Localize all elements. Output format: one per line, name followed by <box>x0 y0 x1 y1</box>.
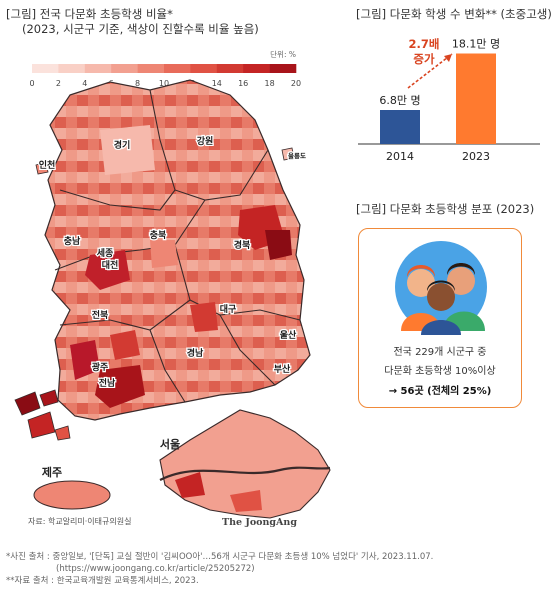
legend-swatch <box>269 64 297 73</box>
distribution-text-line-3: → 56곳 (전체의 25%) <box>388 386 492 397</box>
legend-unit-label: 단위: % <box>270 49 296 59</box>
legend-swatch <box>216 64 244 73</box>
choropleth-map: 02468101214161820단위: % <box>14 49 331 528</box>
legend-tick-label: 14 <box>212 79 222 88</box>
bar-figure-title: [그림] 다문화 학생 수 변화** (초중고생) <box>356 7 551 21</box>
growth-annotation-line2: 증가 <box>413 52 435 66</box>
map-source-label: 자료: 학교알리미·이태규의원실 <box>28 516 131 526</box>
legend-swatch <box>32 64 59 73</box>
region-label: 경기 <box>114 139 131 151</box>
region-label: 충남 <box>64 235 81 247</box>
distribution-text-line-1: 전국 229개 시군구 중 <box>393 347 487 358</box>
legend-swatch <box>164 64 191 73</box>
legend-swatch <box>190 64 218 73</box>
region-label: 충북 <box>150 229 167 241</box>
distribution-text-line-2: 다문화 초등학생 10%이상 <box>384 366 496 377</box>
map-credit-label: The JoongAng <box>222 517 297 528</box>
high-share-regions <box>70 125 292 408</box>
region-label: 울릉도 <box>288 151 306 160</box>
region-label: 부산 <box>274 363 291 375</box>
region-label: 울산 <box>280 329 297 341</box>
seoul-mid-district <box>230 490 262 512</box>
map-figure-subtitle: (2023, 시군구 기준, 색상이 진할수록 비율 높음) <box>22 22 259 36</box>
region-label: 강원 <box>197 135 214 147</box>
growth-arrow-line <box>407 53 453 89</box>
jeju-shape <box>33 480 111 510</box>
han-river <box>159 466 331 481</box>
region-label: 전남 <box>99 377 116 389</box>
islands <box>14 147 295 441</box>
region-label: 제주 <box>42 465 62 479</box>
bar-category-label: 2023 <box>462 150 490 163</box>
growth-annotation-line1: 2.7배 <box>409 37 440 51</box>
bar-chart: 6.8만 명 2014 18.1만 명 2023 2.7배 증가 <box>352 26 547 176</box>
legend-tick-label: 20 <box>291 79 301 88</box>
legend-tick-label: 16 <box>238 79 248 88</box>
footnote-photo-url: (https://www.joongang.co.kr/article/2520… <box>56 564 255 574</box>
region-label: 인천 <box>39 160 56 171</box>
legend-swatch <box>84 64 112 73</box>
region-label: 경남 <box>187 347 204 359</box>
legend-tick-label: 2 <box>56 79 61 88</box>
distribution-card: 전국 229개 시군구 중 다문화 초등학생 10%이상 → 56곳 (전체의 … <box>358 228 522 408</box>
region-label: 경북 <box>234 239 251 251</box>
bar-2014 <box>380 110 420 144</box>
region-label: 광주 <box>92 361 109 373</box>
legend-swatch <box>137 64 165 73</box>
map-chart: 02468101214161820단위: % <box>0 40 350 540</box>
region-label: 세종 <box>97 247 114 259</box>
footnote-data-source: **자료 출처 : 한국교육개발원 교육통계서비스, 2023. <box>6 576 199 586</box>
region-label: 서울 <box>160 437 180 451</box>
legend-tick-label: 4 <box>82 79 87 88</box>
footnote-photo-source: *사진 출처 : 중앙일보, '[단독] 교실 절반이 '김씨OO아'…56개 … <box>6 552 434 562</box>
legend-tick-label: 8 <box>135 79 140 88</box>
region-label: 전북 <box>92 309 109 321</box>
diverse-children-icon <box>395 241 487 335</box>
legend-tick-label: 18 <box>265 79 275 88</box>
seoul-high-district <box>175 472 205 498</box>
bar-value-label: 18.1만 명 <box>452 38 500 51</box>
bar-value-label: 6.8만 명 <box>379 94 420 107</box>
bar-category-label: 2014 <box>386 150 414 163</box>
legend-swatch <box>111 64 138 73</box>
legend-swatch <box>58 64 86 73</box>
region-label: 대전 <box>102 259 119 271</box>
bar-2023 <box>456 53 496 144</box>
region-label: 대구 <box>220 303 237 315</box>
legend-tick-label: 0 <box>29 79 34 88</box>
legend-swatch <box>243 64 270 73</box>
distribution-figure-title: [그림] 다문화 초등학생 분포 (2023) <box>356 202 535 216</box>
map-figure-title: [그림] 전국 다문화 초등학생 비율* <box>6 7 173 21</box>
legend-tick-label: 10 <box>159 79 169 88</box>
growth-arrow-head <box>444 54 452 62</box>
color-legend: 02468101214161820단위: % <box>29 49 301 88</box>
province-borders <box>54 89 301 403</box>
